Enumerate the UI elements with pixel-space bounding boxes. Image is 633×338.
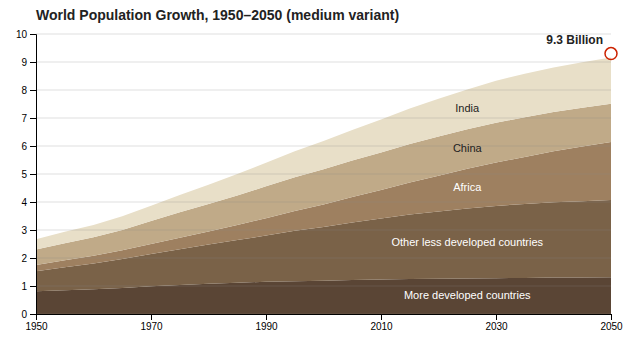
area (36, 58, 611, 250)
tick-label: 2010 (370, 321, 393, 332)
tick: 6 (21, 141, 36, 152)
tick: 7 (21, 113, 36, 124)
tick-mark (30, 34, 36, 35)
tick-mark (30, 258, 36, 259)
annotation-marker (605, 48, 617, 60)
tick: 1 (21, 281, 36, 292)
tick-mark (30, 146, 36, 147)
grid-line (36, 62, 611, 63)
grid-line (36, 34, 611, 35)
grid-line (36, 90, 611, 91)
tick-label: 2050 (600, 321, 623, 332)
tick: 5 (21, 169, 36, 180)
tick-label: 0 (21, 309, 27, 320)
tick: 2030 (485, 314, 508, 332)
tick: 1970 (140, 314, 163, 332)
tick-mark (30, 314, 36, 315)
tick: 2050 (600, 314, 623, 332)
annotation: 9.3 Billion (546, 33, 603, 47)
title: World Population Growth, 1950–2050 (medi… (36, 7, 399, 23)
grid-line (36, 202, 611, 203)
tick-mark (30, 118, 36, 119)
tick-label: 9 (21, 57, 27, 68)
y-axis: 0 1 2 3 4 5 6 7 8 9 10 (16, 29, 37, 320)
grid-line (36, 174, 611, 175)
grid (36, 34, 611, 314)
tick-mark (381, 314, 382, 320)
tick-mark (151, 314, 152, 320)
grid-line (36, 230, 611, 231)
tick-label: 4 (21, 197, 27, 208)
tick-label: 1970 (140, 321, 163, 332)
tick-label: 5 (21, 169, 27, 180)
tick: 9 (21, 57, 36, 68)
tick: 2010 (370, 314, 393, 332)
tick: 1950 (25, 314, 48, 332)
tick-label: 6 (21, 141, 27, 152)
series-label: Africa (453, 181, 482, 193)
tick-mark (30, 202, 36, 203)
series-label: India (455, 102, 480, 114)
tick-label: 2030 (485, 321, 508, 332)
grid-line (36, 146, 611, 147)
plot: 1950 1970 1990 2010 2030 2050 0 1 2 3 4 5 6 7 8 9 10 More… (16, 29, 623, 332)
tick-label: 1950 (25, 321, 48, 332)
series-label: More developed countries (404, 289, 531, 301)
tick-mark (611, 314, 612, 320)
tick: 4 (21, 197, 36, 208)
series-label: Other less developed countries (391, 236, 543, 248)
tick: 0 (21, 309, 36, 320)
tick: 3 (21, 225, 36, 236)
tick-mark (30, 174, 36, 175)
tick-label: 2 (21, 253, 27, 264)
tick-label: 8 (21, 85, 27, 96)
tick: 1990 (255, 314, 278, 332)
axis-line (30, 35, 37, 315)
tick-label: 1990 (255, 321, 278, 332)
axis-line (37, 315, 612, 321)
series-label: China (453, 142, 483, 154)
areas (36, 58, 611, 314)
tick-label: 7 (21, 113, 27, 124)
grid-line (36, 258, 611, 259)
tick-mark (266, 314, 267, 320)
grid-line (36, 118, 611, 119)
annotations: 9.3 Billion (546, 33, 617, 60)
chart: World Population Growth, 1950–2050 (medi… (0, 0, 633, 338)
tick-label: 10 (16, 29, 28, 40)
area (36, 104, 611, 265)
tick-label: 3 (21, 225, 27, 236)
tick: 2 (21, 253, 36, 264)
x-axis: 1950 1970 1990 2010 2030 2050 (25, 314, 623, 332)
tick-mark (30, 62, 36, 63)
tick: 8 (21, 85, 36, 96)
tick-label: 1 (21, 281, 27, 292)
tick-mark (30, 90, 36, 91)
tick-mark (30, 286, 36, 287)
tick-mark (30, 230, 36, 231)
series-labels: More developed countries Other less devel… (391, 102, 543, 301)
tick: 10 (16, 29, 36, 40)
grid-line (36, 286, 611, 287)
tick-mark (496, 314, 497, 320)
